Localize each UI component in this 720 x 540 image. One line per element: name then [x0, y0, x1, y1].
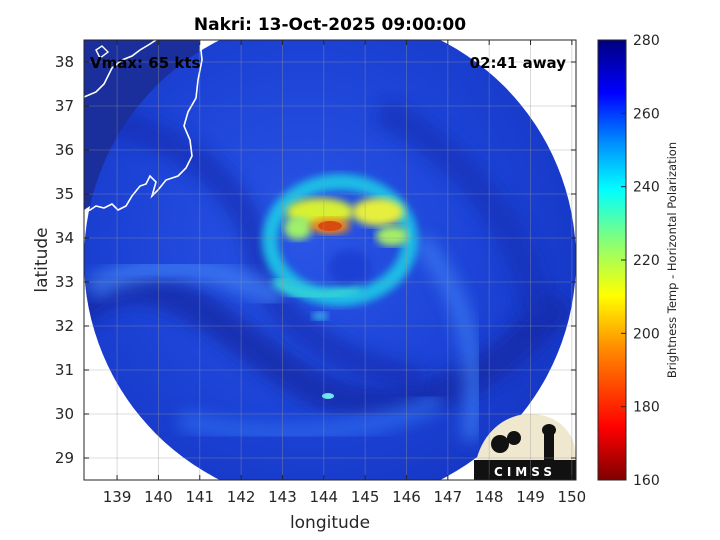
cimss-logo: CIMSS: [474, 414, 576, 480]
colorbar-tick-label: 240: [633, 180, 660, 196]
y-axis-ticks: 29 30 31 32 33 34 35 36 37 38: [55, 53, 576, 467]
y-tick-label: 29: [55, 449, 74, 467]
x-tick-label: 140: [144, 488, 173, 506]
x-tick-label: 146: [392, 488, 421, 506]
colorbar-tick-label: 260: [633, 106, 660, 122]
map-layer: CIMSS: [84, 40, 576, 480]
x-tick-label: 149: [516, 488, 545, 506]
satellite-swath: [84, 40, 576, 480]
gridlines: [84, 40, 576, 480]
x-tick-label: 142: [227, 488, 256, 506]
logo-text: CIMSS: [494, 465, 556, 479]
y-axis-label: latitude: [32, 227, 52, 292]
x-tick-label: 143: [268, 488, 297, 506]
y-tick-label: 33: [55, 273, 74, 291]
x-tick-label: 150: [558, 488, 587, 506]
colorbar-tick-label: 220: [633, 253, 660, 269]
x-tick-label: 139: [103, 488, 132, 506]
x-axis-label: longitude: [290, 513, 370, 533]
x-axis-ticks: 139 140 141 142 143 144 145 146 147 148 149 150: [103, 40, 586, 506]
colorbar-tick-label: 280: [633, 33, 660, 49]
y-tick-label: 32: [55, 317, 74, 335]
colorbar-ticks: 160 180 200 220 240 260 280: [621, 33, 660, 489]
vmax-annotation: Vmax: 65 kts: [90, 54, 200, 72]
y-tick-label: 30: [55, 405, 74, 423]
eta-annotation: 02:41 away: [470, 54, 567, 72]
x-tick-label: 148: [475, 488, 504, 506]
y-tick-label: 35: [55, 185, 74, 203]
x-tick-label: 147: [434, 488, 463, 506]
colorbar-tick-label: 200: [633, 326, 660, 342]
y-tick-label: 36: [55, 141, 74, 159]
x-tick-label: 141: [185, 488, 214, 506]
plot-frame: [83, 39, 577, 481]
colorbar-tick-label: 180: [633, 400, 660, 416]
y-tick-label: 37: [55, 97, 74, 115]
coastline: [84, 40, 203, 213]
chart-title: Nakri: 13-Oct-2025 09:00:00: [194, 15, 466, 35]
y-tick-label: 31: [55, 361, 74, 379]
colorbar-label: Brightness Temp - Horizontal Polarizatio…: [665, 142, 679, 378]
x-tick-label: 144: [309, 488, 338, 506]
x-tick-label: 145: [351, 488, 380, 506]
colorbar-tick-label: 160: [633, 473, 660, 489]
y-tick-label: 38: [55, 53, 74, 71]
y-tick-label: 34: [55, 229, 74, 247]
